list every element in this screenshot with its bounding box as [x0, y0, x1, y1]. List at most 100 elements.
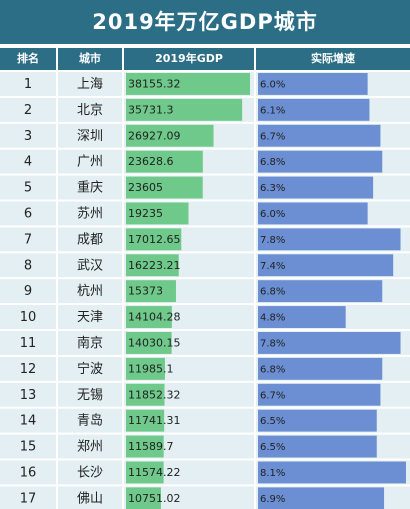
- table-row: 6 苏州 19235 6.0%: [0, 201, 410, 226]
- growth-value-label: 6.5%: [260, 442, 285, 453]
- growth-bar: [258, 332, 401, 354]
- gdp-value-label: 11574.22: [128, 466, 181, 479]
- growth-value-label: 6.0%: [260, 79, 285, 90]
- city-cell: [58, 97, 122, 122]
- rank-cell: [0, 279, 56, 304]
- table-row: 7 成都 17012.65 7.8%: [0, 227, 410, 252]
- growth-bar: [258, 435, 377, 458]
- city-cell: [58, 149, 122, 174]
- header-rank: 排名: [0, 48, 56, 70]
- growth-value-label: 6.5%: [260, 416, 285, 427]
- gdp-bar: [126, 435, 164, 458]
- growth-bar: [258, 124, 381, 147]
- gdp-value-label: 16223.21: [128, 259, 181, 272]
- table-row: 9 杭州 15373 6.8%: [0, 279, 410, 304]
- gdp-bar: [126, 383, 165, 406]
- city-label: 长沙: [77, 465, 103, 480]
- city-cell: [58, 331, 122, 355]
- rank-label: 12: [20, 362, 37, 377]
- table-row: 1 上海 38155.32 6.0%: [0, 72, 410, 96]
- growth-value-label: 7.8%: [260, 235, 285, 246]
- gdp-bar: [126, 280, 176, 303]
- table-row: 5 重庆 23605 6.3%: [0, 175, 410, 200]
- title-bar: [0, 0, 410, 44]
- growth-value-label: 7.8%: [260, 338, 285, 349]
- gdp-bar: [126, 124, 214, 147]
- growth-bar: [258, 98, 370, 121]
- rank-cell: [0, 331, 56, 355]
- rank-label: 13: [20, 388, 37, 403]
- growth-value-label: 6.3%: [260, 183, 285, 194]
- table-row: 12 宁波 11985.1 6.8%: [0, 356, 410, 381]
- rank-cell: [0, 460, 56, 485]
- growth-value-label: 6.8%: [260, 157, 285, 168]
- rank-label: 17: [20, 491, 37, 506]
- rank-label: 14: [20, 414, 37, 429]
- city-label: 青岛: [77, 413, 103, 429]
- gdp-value-label: 35731.3: [128, 103, 174, 116]
- growth-bar: [258, 487, 385, 509]
- city-label: 杭州: [77, 284, 103, 299]
- gdp-bar: [126, 487, 161, 509]
- gdp-value-label: 11985.1: [128, 362, 174, 375]
- gdp-bar: [126, 176, 203, 199]
- gdp-value-label: 14104.28: [128, 311, 181, 324]
- gdp-value-label: 26927.09: [128, 129, 181, 142]
- city-cell: [58, 72, 122, 96]
- growth-value-label: 7.4%: [260, 261, 285, 272]
- city-label: 无锡: [77, 388, 103, 403]
- gdp-bar: [126, 202, 189, 225]
- header-growth: 实际增速: [256, 48, 410, 70]
- gdp-bar: [126, 228, 182, 251]
- rank-cell: [0, 175, 56, 200]
- city-cell: [58, 408, 122, 433]
- growth-bar: [258, 383, 381, 406]
- header-city: 城市: [58, 48, 122, 70]
- growth-value-label: 6.0%: [260, 209, 285, 220]
- gdp-bar: [126, 409, 165, 432]
- growth-value-label: 6.7%: [260, 131, 285, 142]
- rank-label: 10: [20, 310, 37, 325]
- table-row: 2 北京 35731.3 6.1%: [0, 97, 410, 122]
- gdp-value-label: 11852.32: [128, 388, 181, 401]
- gdp-value-label: 19235: [128, 207, 163, 220]
- gdp-value-label: 23605: [128, 181, 163, 194]
- growth-value-label: 6.8%: [260, 364, 285, 375]
- city-label: 武汉: [77, 258, 103, 273]
- rank-label: 11: [20, 336, 37, 351]
- city-label: 成都: [77, 232, 103, 247]
- growth-value-label: 8.1%: [260, 468, 285, 479]
- city-cell: [58, 201, 122, 226]
- gdp-bar: [126, 150, 203, 173]
- growth-value-label: 6.1%: [260, 105, 285, 116]
- rank-cell: [0, 253, 56, 278]
- growth-bar: [258, 357, 383, 380]
- city-label: 重庆: [77, 180, 103, 196]
- growth-bar: [258, 280, 383, 303]
- growth-value-label: 6.9%: [260, 494, 285, 505]
- rank-label: 15: [20, 440, 37, 455]
- city-label: 上海: [77, 77, 103, 92]
- growth-value-label: 6.7%: [260, 390, 285, 401]
- rank-cell: [0, 408, 56, 433]
- city-label: 广州: [77, 155, 103, 170]
- gdp-bar: [126, 357, 165, 380]
- city-cell: [58, 279, 122, 304]
- gdp-value-label: 38155.32: [128, 77, 181, 90]
- city-label: 宁波: [77, 361, 103, 377]
- rank-label: 1: [24, 77, 32, 92]
- rank-label: 8: [24, 258, 32, 273]
- city-cell: [58, 434, 122, 459]
- growth-value-label: 6.8%: [260, 287, 285, 298]
- city-label: 佛山: [77, 491, 103, 506]
- city-cell: [58, 227, 122, 252]
- rank-label: 6: [24, 206, 32, 221]
- gdp-bar: [126, 332, 172, 354]
- rank-cell: [0, 123, 56, 148]
- gdp-value-label: 17012.65: [128, 233, 181, 246]
- rank-label: 4: [24, 155, 32, 170]
- rank-cell: [0, 305, 56, 329]
- city-cell: [58, 356, 122, 381]
